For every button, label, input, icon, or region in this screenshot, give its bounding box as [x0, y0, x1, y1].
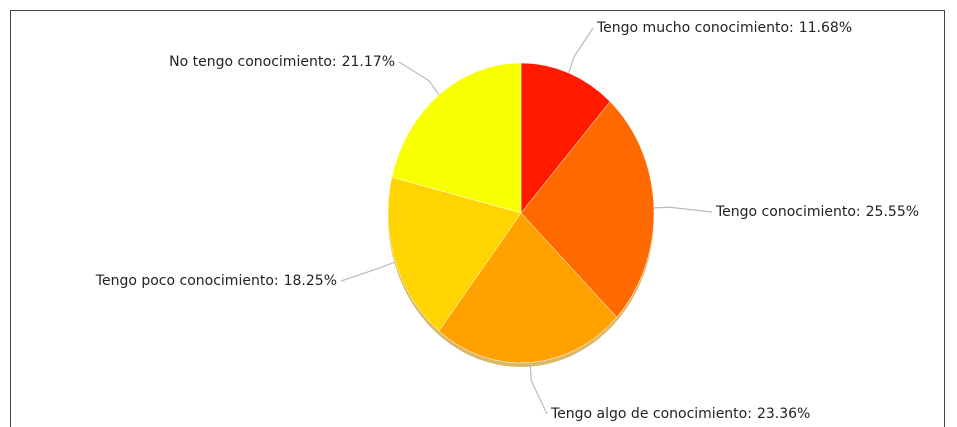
data-label: Tengo algo de conocimiento: 23.36%: [550, 406, 810, 422]
value-label: 25.55%: [866, 204, 919, 220]
data-label: No tengo conocimiento: 21.17%: [169, 54, 395, 70]
pie-slice: [520, 62, 611, 214]
leader-line: [340, 261, 396, 282]
value-label: 18.25%: [284, 273, 337, 289]
leader-line: [568, 27, 594, 74]
category-name: Tengo conocimiento:: [715, 204, 861, 220]
category-name: Tengo poco conocimiento:: [95, 273, 279, 289]
leader-line: [653, 206, 713, 213]
leader-line: [398, 61, 440, 96]
category-name: Tengo mucho conocimiento:: [596, 20, 794, 36]
value-label: 21.17%: [342, 54, 395, 70]
pie-slice: [391, 62, 522, 214]
data-label: Tengo poco conocimiento: 18.25%: [95, 273, 337, 289]
value-label: 23.36%: [757, 406, 810, 422]
data-label: Tengo conocimiento: 25.55%: [715, 204, 919, 220]
category-name: No tengo conocimiento:: [169, 54, 336, 70]
data-label: Tengo mucho conocimiento: 11.68%: [596, 20, 852, 36]
pie-slice: [387, 176, 522, 332]
category-name: Tengo algo de conocimiento:: [550, 406, 752, 422]
leader-line: [529, 362, 548, 415]
value-label: 11.68%: [799, 20, 852, 36]
